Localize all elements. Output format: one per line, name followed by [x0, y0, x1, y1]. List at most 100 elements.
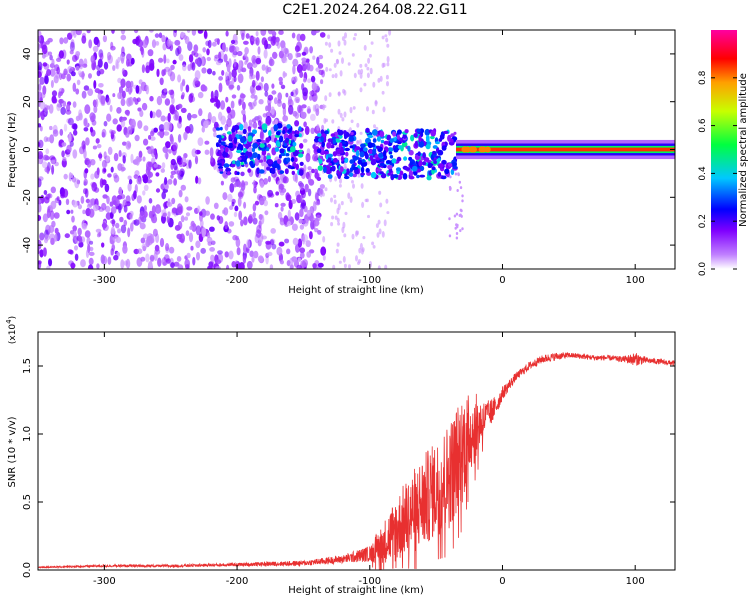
spectrogram-cell	[324, 130, 329, 135]
spectrogram-cell	[389, 154, 394, 159]
spectrogram-cell	[222, 150, 229, 158]
spectrogram-cell	[432, 150, 436, 155]
spectrogram-cell	[236, 146, 241, 151]
spectrogram-cell	[279, 190, 285, 196]
spectrogram-cell	[65, 198, 70, 205]
spectrogram-cell	[396, 156, 402, 162]
spectrogram-cell	[69, 50, 74, 55]
spectrogram-cell	[118, 203, 122, 214]
spectrogram-cell	[191, 30, 197, 36]
spectrogram-cell	[334, 176, 338, 182]
spectrogram-cell	[459, 186, 463, 190]
spectrogram-cell	[301, 189, 306, 199]
spectrogram-cell	[294, 134, 300, 138]
spectrogram-cell	[49, 233, 55, 241]
spectrogram-cell	[120, 163, 125, 173]
spectrogram-cell	[241, 180, 245, 188]
spectrogram-cell	[87, 264, 94, 269]
spectrogram-cell	[267, 159, 273, 165]
spectrogram-cell	[233, 124, 240, 131]
spectrogram-cell	[337, 157, 341, 161]
spectrogram-cell	[378, 190, 382, 195]
spectrogram-cell	[299, 143, 304, 149]
spectrogram-cell	[51, 164, 55, 175]
spectrogram-cell	[38, 30, 42, 37]
spectrogram-cell	[260, 76, 264, 83]
spectrogram-cell	[39, 125, 43, 132]
spectrogram-cell	[430, 130, 437, 137]
spectrogram-cell	[197, 177, 202, 185]
spectrogram-cell	[236, 247, 241, 256]
spectrogram-cell	[381, 62, 385, 68]
spectrogram-cell	[330, 197, 333, 203]
spectrogram-cell	[299, 224, 305, 230]
spectrogram-cell	[206, 56, 211, 62]
spectrogram-cell	[279, 170, 285, 175]
spectrogram-cell	[333, 199, 337, 205]
spectrogram-cell	[95, 98, 99, 108]
spectrogram-cell	[308, 179, 315, 186]
spectrogram-cell	[59, 72, 63, 81]
spectrogram-cell	[102, 255, 108, 265]
spectrogram-cell	[461, 146, 468, 153]
spectrogram-cell	[278, 135, 284, 143]
spectrogram-cell	[141, 64, 145, 73]
spectrogram-cell	[299, 247, 306, 254]
x-tick-label: 0	[499, 576, 505, 587]
spectrogram-cell	[199, 219, 204, 228]
spectrogram-cell	[81, 90, 87, 99]
spectrogram-cell	[226, 131, 232, 135]
spectrogram-cell	[218, 76, 224, 81]
spectrogram-cell	[456, 189, 459, 193]
spectrogram-cell	[56, 57, 62, 63]
spectrogram-cell	[73, 123, 78, 131]
spectrogram-cell	[72, 82, 77, 93]
spectrogram-cell	[133, 190, 137, 200]
spectrogram-cell	[123, 219, 128, 226]
spectrogram-cell	[120, 119, 126, 128]
spectrogram-cell	[411, 165, 418, 172]
spectrogram-cell	[304, 183, 309, 193]
spectrogram-cell	[45, 148, 50, 155]
spectrogram-cell	[267, 175, 271, 183]
spectrogram-cell	[201, 67, 207, 74]
spectrogram-cell	[333, 157, 338, 163]
spectrogram-cell	[372, 245, 376, 249]
spectrogram-cell	[67, 65, 74, 73]
spectrogram-cell	[155, 41, 160, 46]
spectrogram-cell	[38, 71, 42, 78]
spectrogram-cell	[251, 79, 256, 89]
spectrogram-cell	[334, 215, 338, 220]
spectrogram-cell	[301, 57, 307, 62]
spectrogram-cell	[349, 159, 355, 164]
spectrogram-cell	[78, 58, 84, 67]
spectrogram-cell	[106, 113, 112, 122]
spectrogram-cell	[237, 73, 244, 84]
spectrogram-cell	[384, 34, 388, 38]
spectrogram-cell	[277, 92, 283, 101]
spectrogram-cell	[121, 90, 126, 99]
spectrogram-cell	[260, 139, 265, 143]
spectrogram-cell	[344, 32, 347, 39]
spectrogram-cell	[318, 69, 324, 76]
spectrogram-cell	[46, 165, 50, 175]
spectrogram-cell	[39, 232, 45, 241]
spectrogram-cell	[74, 245, 78, 251]
spectrogram-cell	[113, 152, 119, 162]
spectrogram-cell	[244, 47, 249, 55]
spectrogram-cell	[145, 253, 150, 263]
spectrogram-cell	[378, 228, 382, 235]
spectrogram-cell	[172, 59, 177, 65]
spectrogram-cell	[263, 199, 269, 207]
spectrogram-cell	[88, 39, 93, 49]
spectrogram-cell	[421, 161, 427, 166]
spectrogram-cell	[306, 251, 312, 258]
spectrogram-cell	[96, 167, 100, 176]
spectrogram-cell	[297, 257, 301, 263]
spectrogram-cell	[107, 173, 112, 178]
spectrogram-cell	[170, 170, 176, 175]
spectrogram-cell	[315, 214, 321, 222]
spectrogram-cell	[216, 215, 220, 221]
spectrogram-cell	[246, 260, 253, 269]
spectrogram-cell	[87, 199, 94, 207]
